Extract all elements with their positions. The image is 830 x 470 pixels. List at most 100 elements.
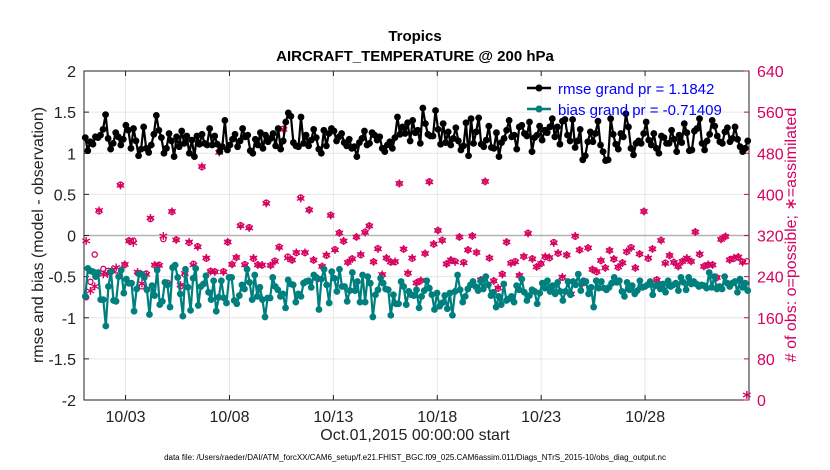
rmse-point <box>170 153 178 160</box>
rmse-point <box>731 123 739 131</box>
bias-point <box>330 274 338 282</box>
rmse-point <box>150 130 158 138</box>
possible-marker <box>237 221 244 229</box>
rmse-point <box>482 136 490 144</box>
bias-point <box>212 307 220 315</box>
rmse-point <box>208 141 216 149</box>
bias-point <box>520 288 528 296</box>
bias-point <box>556 288 564 295</box>
rmse-point <box>251 135 259 143</box>
bias-point <box>266 294 274 302</box>
y2-tick-label: 560 <box>757 105 784 122</box>
rmse-point <box>449 135 457 142</box>
possible-marker <box>722 233 729 240</box>
bias-point <box>736 275 744 283</box>
assimilated-marker: * <box>206 265 215 285</box>
assimilated-marker: * <box>416 274 425 294</box>
possible-marker <box>670 258 678 266</box>
possible-marker <box>284 253 292 260</box>
bias-point <box>279 290 287 298</box>
rmse-point <box>358 135 366 142</box>
possible-marker <box>228 261 236 268</box>
assimilated-marker: * <box>258 258 267 278</box>
rmse-point <box>614 145 622 153</box>
possible-marker <box>147 215 154 223</box>
possible-marker <box>490 277 497 284</box>
possible-marker <box>310 256 317 264</box>
assimilated-marker: * <box>644 252 653 272</box>
bias-point <box>446 289 454 297</box>
rmse-point <box>320 126 328 134</box>
rmse-point <box>513 145 521 153</box>
bias-point <box>515 286 523 294</box>
assimilated-marker: * <box>403 267 412 287</box>
rmse-point <box>447 141 455 149</box>
assimilated-marker: * <box>245 221 254 241</box>
assimilated-marker: * <box>584 241 593 261</box>
x-tick-label: 10/18 <box>417 409 457 426</box>
bias-point <box>81 292 89 300</box>
bias-point <box>623 278 631 286</box>
bias-point <box>112 297 120 305</box>
bias-point <box>441 292 449 299</box>
y2-axis-label: # of obs: o=possible; ∗=assimilated <box>783 108 800 362</box>
bias-point <box>518 275 526 283</box>
rmse-point <box>259 144 267 152</box>
rmse-point <box>724 124 731 132</box>
assimilated-marker: * <box>249 252 258 272</box>
bias-point <box>567 291 574 299</box>
rmse-point <box>485 122 493 130</box>
possible-marker <box>263 199 270 206</box>
bias-point <box>484 281 492 289</box>
rmse-point <box>701 146 708 154</box>
rmse-series <box>81 104 752 165</box>
assimilated-marker: * <box>464 243 473 263</box>
rmse-point <box>718 139 726 147</box>
rmse-point <box>203 141 211 149</box>
possible-marker <box>168 208 176 216</box>
bias-point <box>474 287 482 295</box>
rmse-point <box>211 132 219 140</box>
assimilated-marker: * <box>717 233 726 253</box>
assimilated-marker: * <box>536 257 545 277</box>
possible-marker <box>563 251 570 259</box>
bias-point <box>400 283 408 290</box>
tick-layer: 10/03 10/08 10/13 10/18 10/23 10/28 -2 -1.5 -1 -0… <box>48 64 783 426</box>
assimilated-marker: * <box>601 261 610 281</box>
assimilated-marker: * <box>708 258 717 278</box>
bias-point <box>585 290 592 298</box>
bias-point <box>649 291 657 299</box>
bias-point <box>305 277 313 285</box>
bias-point <box>562 288 569 295</box>
possible-marker <box>550 238 558 246</box>
rmse-point <box>528 148 536 156</box>
rmse-point <box>680 120 688 128</box>
possible-marker <box>584 244 592 252</box>
assimilated-marker: * <box>468 230 477 250</box>
possible-marker <box>464 246 472 254</box>
rmse-point <box>213 140 221 148</box>
rmse-point <box>168 137 175 145</box>
possible-marker <box>297 194 304 201</box>
assimilated-marker: * <box>700 260 709 280</box>
y-tick-label: -1 <box>62 311 76 328</box>
rmse-point <box>404 119 412 127</box>
rmse-point <box>592 130 599 137</box>
rmse-point <box>462 119 470 127</box>
bias-point <box>541 284 549 292</box>
assimilated-marker: * <box>266 259 275 279</box>
assimilated-marker: * <box>648 242 657 262</box>
assimilated-marker: * <box>275 241 284 261</box>
bias-point <box>207 296 215 304</box>
assimilated-marker: * <box>95 204 104 224</box>
assimilated-marker: * <box>228 258 237 278</box>
bias-point <box>459 298 467 306</box>
possible-marker <box>473 249 480 256</box>
rmse-point <box>274 125 282 132</box>
bias-point <box>587 283 595 291</box>
possible-marker <box>288 256 296 264</box>
bias-point <box>413 286 420 294</box>
bias-point <box>151 292 159 299</box>
bias-point <box>194 302 202 309</box>
